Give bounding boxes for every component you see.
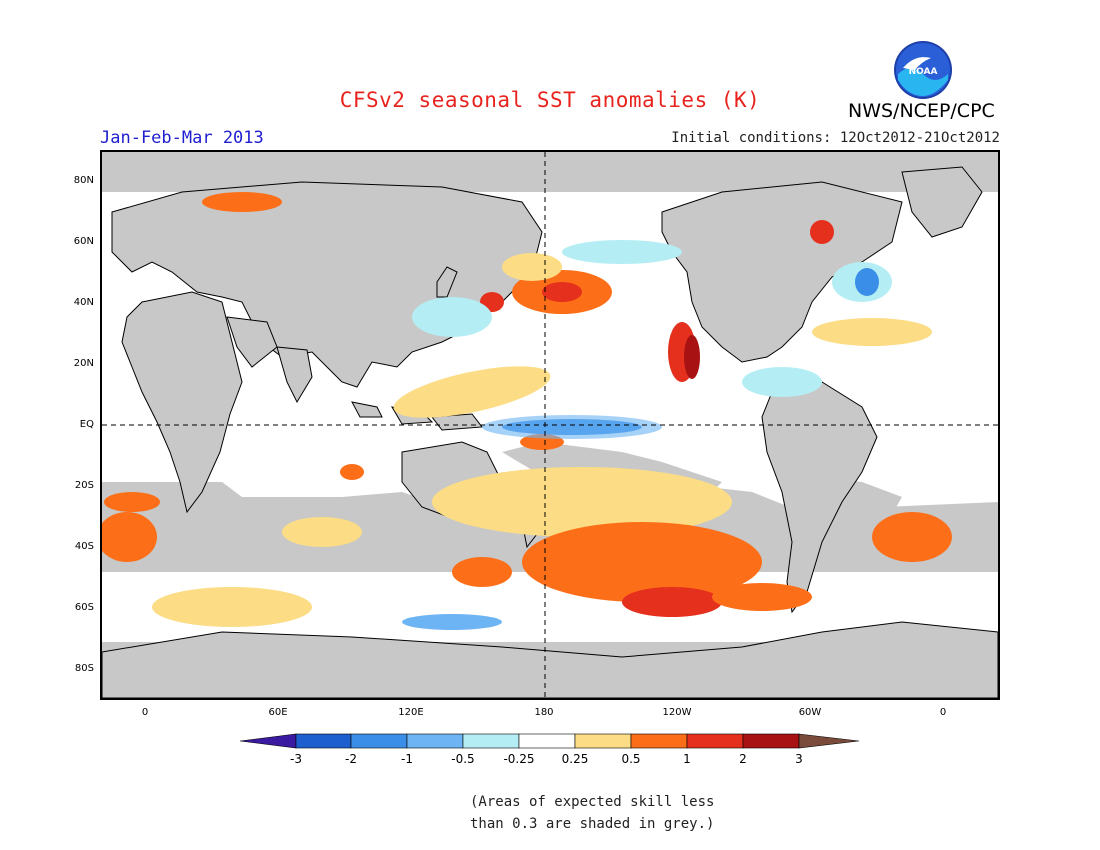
- chart-title: CFSv2 seasonal SST anomalies (K): [339, 88, 761, 112]
- lon-label: 0: [939, 707, 947, 718]
- lon-label: 180: [534, 707, 554, 718]
- skill-note: (Areas of expected skill less than 0.3 a…: [470, 791, 730, 835]
- lon-label: 120E: [398, 707, 424, 718]
- sst-anomaly-map: [100, 150, 1000, 700]
- colorbar-label: 2: [739, 752, 747, 766]
- landmasses: [102, 166, 998, 698]
- colorbar-label: 0.25: [561, 752, 589, 766]
- lat-label: 20S: [74, 480, 94, 491]
- lat-label: 40S: [74, 541, 94, 552]
- map-canvas: [102, 152, 998, 698]
- forecast-period: Jan-Feb-Mar 2013: [100, 128, 264, 148]
- lon-label: 60W: [798, 707, 822, 718]
- lat-label: 60N: [73, 236, 94, 247]
- skill-note-line: (Areas of expected skill less: [470, 794, 715, 810]
- cool-anomalies: [402, 240, 892, 630]
- lon-label: 120W: [662, 707, 692, 718]
- colorbar-label: -0.25: [503, 752, 535, 766]
- lat-label: EQ: [79, 419, 94, 430]
- lat-label: 40N: [73, 297, 94, 308]
- noaa-logo: NOAA: [894, 41, 952, 99]
- lat-label: 60S: [74, 602, 94, 613]
- lon-label: 60E: [268, 707, 288, 718]
- colorbar-label: -2: [345, 752, 357, 766]
- colorbar-label: 0.5: [621, 752, 641, 766]
- colorbar: [240, 733, 860, 749]
- colorbar-label: 1: [683, 752, 691, 766]
- colorbar-label: 3: [795, 752, 803, 766]
- skill-note-line: than 0.3 are shaded in grey.): [470, 816, 715, 832]
- svg-text:NOAA: NOAA: [909, 67, 938, 77]
- colorbar-label: -1: [401, 752, 413, 766]
- initial-conditions: Initial conditions: 12Oct2012-21Oct2012: [671, 130, 1000, 146]
- lat-label: 80N: [73, 175, 94, 186]
- lon-label: 0: [141, 707, 149, 718]
- colorbar-label: -3: [290, 752, 302, 766]
- lat-label: 20N: [73, 358, 94, 369]
- lat-label: 80S: [74, 663, 94, 674]
- agency-label: NWS/NCEP/CPC: [848, 100, 995, 122]
- colorbar-label: -0.5: [451, 752, 475, 766]
